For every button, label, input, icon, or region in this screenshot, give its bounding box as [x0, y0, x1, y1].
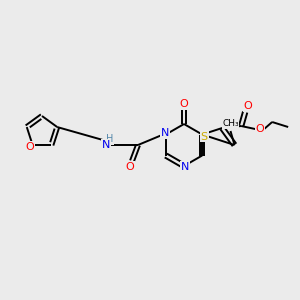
Text: S: S [201, 131, 208, 142]
Text: O: O [126, 162, 134, 172]
Text: H: H [106, 134, 114, 144]
Text: O: O [25, 142, 34, 152]
Text: O: O [180, 99, 188, 109]
Text: CH₃: CH₃ [222, 119, 239, 128]
Text: O: O [244, 101, 253, 111]
Text: N: N [160, 128, 169, 139]
Text: N: N [102, 140, 110, 150]
Text: O: O [256, 124, 265, 134]
Text: N: N [181, 162, 189, 172]
